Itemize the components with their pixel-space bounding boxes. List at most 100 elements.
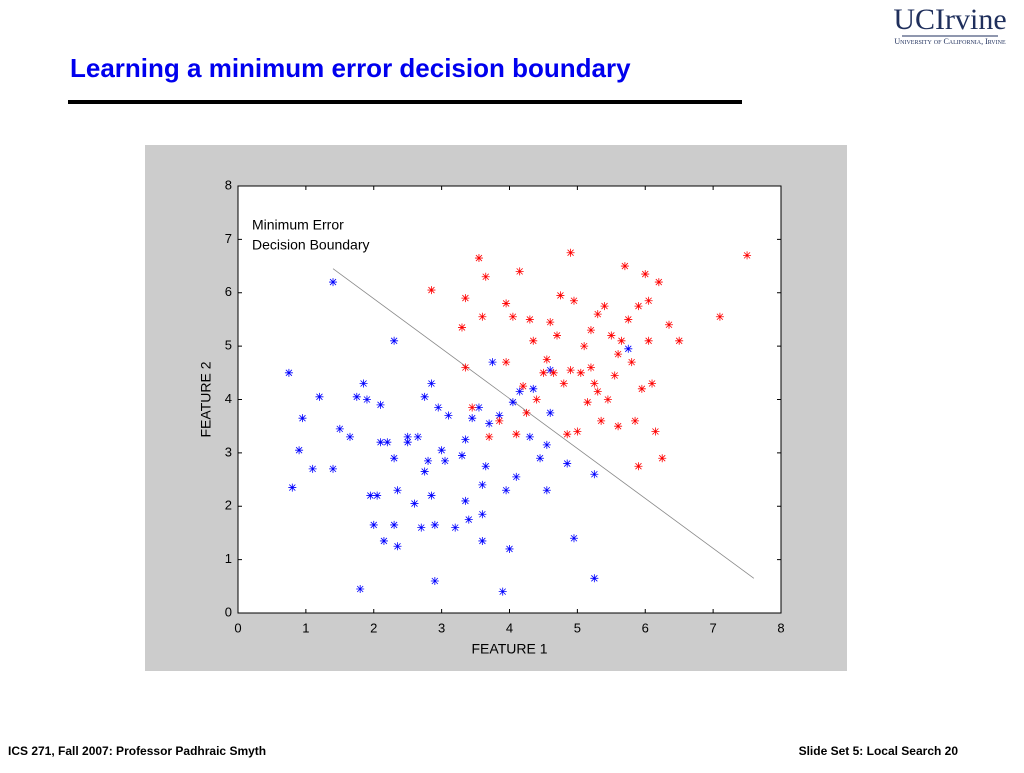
slide-title: Learning a minimum error decision bounda… — [70, 53, 631, 83]
point — [485, 419, 494, 428]
logo: UCIrvine — [893, 3, 1006, 36]
point — [644, 296, 653, 305]
point — [576, 368, 585, 377]
point — [420, 392, 429, 401]
point — [461, 363, 470, 372]
point — [468, 403, 477, 412]
point — [641, 270, 650, 279]
y-tick-label: 7 — [225, 231, 232, 246]
point — [546, 318, 555, 327]
point — [566, 248, 575, 257]
y-axis-label: FEATURE 2 — [198, 361, 214, 437]
x-tick-label: 6 — [642, 620, 649, 635]
point — [597, 416, 606, 425]
point — [586, 363, 595, 372]
point — [542, 355, 551, 364]
point — [356, 584, 365, 593]
point — [390, 520, 399, 529]
point — [478, 480, 487, 489]
point — [536, 454, 545, 463]
point — [529, 384, 538, 393]
point — [590, 470, 599, 479]
point — [403, 432, 412, 441]
point — [413, 432, 422, 441]
point — [634, 302, 643, 311]
point — [315, 392, 324, 401]
point — [485, 432, 494, 441]
point — [617, 336, 626, 345]
point — [610, 371, 619, 380]
point — [569, 296, 578, 305]
point — [464, 515, 473, 524]
point — [451, 523, 460, 532]
point — [559, 379, 568, 388]
point — [345, 432, 354, 441]
annotation: Minimum Error — [252, 217, 344, 233]
point — [461, 496, 470, 505]
point — [553, 331, 562, 340]
point — [444, 411, 453, 420]
point — [308, 464, 317, 473]
point — [648, 379, 657, 388]
point — [393, 542, 402, 551]
point — [590, 379, 599, 388]
point — [546, 366, 555, 375]
point — [600, 302, 609, 311]
point — [295, 446, 304, 455]
point — [603, 395, 612, 404]
point — [586, 326, 595, 335]
point — [529, 336, 538, 345]
point — [390, 454, 399, 463]
point — [417, 523, 426, 532]
point — [563, 459, 572, 468]
point — [329, 278, 338, 287]
point — [369, 520, 378, 529]
point — [542, 440, 551, 449]
point — [478, 510, 487, 519]
point — [590, 574, 599, 583]
point — [495, 411, 504, 420]
point — [614, 422, 623, 431]
point — [512, 430, 521, 439]
point — [505, 544, 514, 553]
point — [430, 576, 439, 585]
point — [457, 451, 466, 460]
x-tick-label: 8 — [777, 620, 784, 635]
point — [288, 483, 297, 492]
point — [366, 491, 375, 500]
point — [379, 536, 388, 545]
point — [583, 398, 592, 407]
point — [430, 520, 439, 529]
point — [593, 387, 602, 396]
point — [298, 414, 307, 423]
point — [427, 286, 436, 295]
point — [580, 342, 589, 351]
plot-area — [237, 185, 782, 614]
point — [593, 310, 602, 319]
point — [362, 395, 371, 404]
point — [566, 366, 575, 375]
point — [627, 358, 636, 367]
point — [424, 456, 433, 465]
point — [390, 336, 399, 345]
point — [437, 446, 446, 455]
point — [376, 438, 385, 447]
annotation: Decision Boundary — [252, 237, 370, 253]
point — [515, 387, 524, 396]
point — [519, 382, 528, 391]
point — [420, 467, 429, 476]
y-tick-label: 1 — [225, 551, 232, 566]
point — [637, 384, 646, 393]
point — [569, 534, 578, 543]
point — [488, 358, 497, 367]
point — [508, 398, 517, 407]
point — [546, 408, 555, 417]
y-tick-label: 2 — [225, 498, 232, 513]
point — [461, 435, 470, 444]
point — [498, 587, 507, 596]
point — [502, 486, 511, 495]
footer-left: ICS 271, Fall 2007: Professor Padhraic S… — [8, 744, 266, 758]
point — [658, 454, 667, 463]
